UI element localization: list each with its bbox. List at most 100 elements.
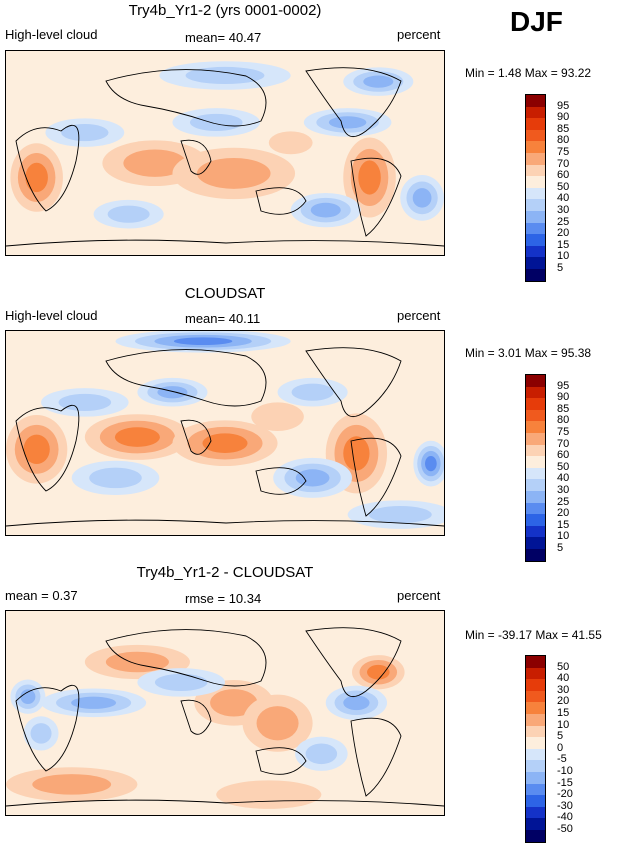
colorbar-swatch [526,398,545,410]
colorbar-tick-label: 10 [557,250,570,263]
panel2-mean-label: mean= 40.11 [185,311,261,326]
colorbar-tick-label: 75 [557,146,570,158]
coastline [6,519,444,527]
colorbar-tick-label: -20 [557,788,573,801]
colorbar-swatch [526,386,545,399]
colorbar-swatch [526,152,545,165]
colorbar-swatch [526,806,545,819]
coastline [255,187,307,215]
field-contour [305,743,338,765]
colorbar-tick-label: 95 [557,379,570,392]
colorbar-swatch [526,690,545,703]
colorbar-swatch [526,421,545,433]
colorbar-tick-label: 70 [557,437,570,450]
panel2-minmax: Min = 3.01 Max = 95.38 [465,346,592,360]
colorbar-swatch [526,375,545,387]
colorbar-tick-label: 25 [557,215,570,228]
colorbar-tick-label: 60 [557,169,570,182]
field-contour [367,664,390,680]
colorbar-swatch [526,199,545,211]
field-contour [123,149,187,177]
field-contour [202,433,248,453]
colorbar-swatch [526,525,545,538]
field-contour [61,124,109,142]
colorbar-swatch [526,95,545,107]
coastline [105,69,267,127]
colorbar-swatch [526,502,545,515]
colorbar-tick-label: 50 [557,460,570,473]
colorbar-tick-label: 25 [557,495,570,508]
panel1-colorbar [525,94,546,282]
field-contour [23,434,50,465]
colorbar-tick-label: 20 [557,695,570,708]
panel1-units-label: percent [397,27,441,42]
field-contour [32,774,112,795]
colorbar-swatch [526,725,545,738]
coastline [350,717,402,797]
colorbar-swatch [526,537,545,549]
colorbar-swatch [526,141,545,153]
field-contour [251,402,304,431]
panel2-map [5,330,445,536]
field-contour [107,205,150,223]
field-contour [71,696,117,709]
colorbar-swatch [526,467,545,480]
colorbar-swatch [526,176,545,188]
coastline [350,157,402,237]
field-contour [363,75,394,88]
coastline [105,349,267,407]
field-contour [173,337,233,346]
panel1-minmax: Min = 1.48 Max = 93.22 [465,66,592,80]
colorbar-tick-label: -15 [557,776,573,789]
coastline [180,139,212,175]
colorbar-swatch [526,702,545,714]
colorbar-tick-label: 5 [557,262,564,274]
colorbar-tick-label: 20 [557,507,570,520]
colorbar-swatch [526,409,545,422]
colorbar-tick-label: 50 [557,660,570,673]
colorbar-tick-label: 40 [557,472,570,485]
colorbar-tick-label: -5 [557,753,567,766]
colorbar-tick-label: 30 [557,204,570,216]
field-contour [30,723,52,744]
panel2-title: CLOUDSAT [184,285,266,302]
colorbar-swatch [526,548,545,561]
coastline [15,124,80,212]
colorbar-swatch [526,210,545,223]
coastline [6,799,444,807]
colorbar-tick-label: -50 [557,823,573,835]
panel3-title: Try4b_Yr1-2 - CLOUDSAT [136,564,314,581]
colorbar-tick-label: 15 [557,518,570,531]
colorbar-swatch [526,257,545,269]
colorbar-tick-label: 0 [557,741,564,754]
coastline [180,699,212,735]
coastline [350,437,402,517]
panel2-colorbar [525,374,546,562]
colorbar-swatch [526,490,545,503]
field-contour [58,393,112,411]
field-contour [210,689,258,717]
colorbar-swatch [526,667,545,680]
coastline [105,629,267,687]
field-contour [425,455,437,472]
colorbar-tick-label: -10 [557,765,573,777]
colorbar-swatch [526,679,545,691]
panel1-title: Try4b_Yr1-2 (yrs 0001-0002) [128,2,322,19]
panel1-variable-label: High-level cloud [5,27,98,42]
field-contour [310,202,341,218]
coastline [305,67,402,138]
colorbar-tick-label: 15 [557,238,570,251]
colorbar-tick-label: 40 [557,672,570,685]
field-contour [185,66,265,85]
colorbar-swatch [526,245,545,258]
colorbar-swatch [526,818,545,830]
panel3-mean-label: mean = 0.37 [5,588,78,603]
colorbar-swatch [526,829,545,842]
panel2-units-label: percent [397,308,441,323]
panel2-variable-label: High-level cloud [5,308,98,323]
panel3-rmse-label: rmse = 10.34 [185,591,262,606]
colorbar-swatch [526,760,545,772]
field-contour [256,706,299,741]
map-field [6,331,444,535]
colorbar-tick-label: 10 [557,718,570,731]
